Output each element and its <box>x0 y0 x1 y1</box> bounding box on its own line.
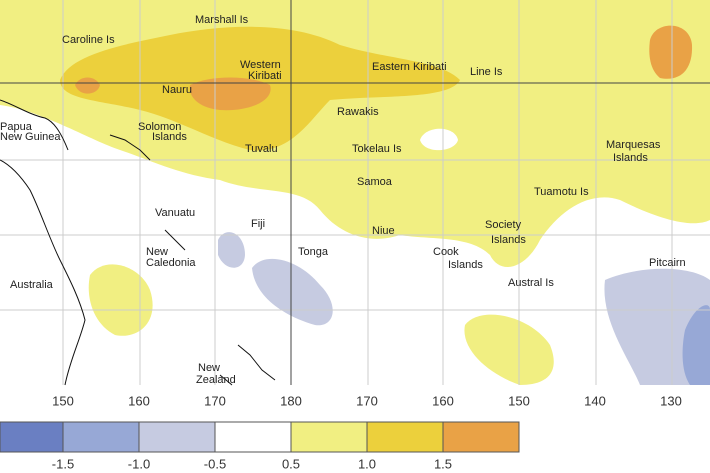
scale-label: -1.0 <box>128 456 150 471</box>
place-label: Islands <box>448 259 483 271</box>
place-label: Western <box>240 59 281 71</box>
longitude-label: 150 <box>508 393 530 408</box>
place-label: Tonga <box>298 246 329 258</box>
longitude-label: 160 <box>432 393 454 408</box>
place-label: Fiji <box>251 218 265 230</box>
scale-label: 1.0 <box>358 456 376 471</box>
place-label: New <box>198 362 220 374</box>
place-label: Samoa <box>357 176 393 188</box>
place-label: Tokelau Is <box>352 143 402 155</box>
place-label: Tuamotu Is <box>534 186 589 198</box>
anomaly-region <box>464 314 554 385</box>
place-label: Islands <box>613 152 648 164</box>
longitude-label: 150 <box>52 393 74 408</box>
anomaly-region <box>252 258 333 326</box>
place-label: Line Is <box>470 66 503 78</box>
longitude-label: 170 <box>204 393 226 408</box>
longitude-label: 140 <box>584 393 606 408</box>
place-label: Vanuatu <box>155 207 195 219</box>
place-label: Marquesas <box>606 139 661 151</box>
place-label: Caledonia <box>146 257 196 269</box>
scale-swatch <box>138 421 216 453</box>
place-label: Caroline Is <box>62 34 115 46</box>
place-label: Australia <box>10 279 54 291</box>
place-label: Marshall Is <box>195 14 249 26</box>
place-label: Rawakis <box>337 106 379 118</box>
scale-swatch <box>442 421 520 453</box>
longitude-label: 180 <box>280 393 302 408</box>
place-label: Solomon <box>138 121 181 133</box>
scale-swatch <box>290 421 368 453</box>
color-scale: -1.5 -1.0 -0.5 0.5 1.0 1.5 <box>0 421 520 471</box>
longitude-label: 160 <box>128 393 150 408</box>
place-label: New <box>146 246 168 258</box>
anomaly-region <box>682 305 710 385</box>
graticule <box>0 0 710 385</box>
place-label: Nauru <box>162 84 192 96</box>
place-label: Islands <box>491 234 526 246</box>
place-label: New Guinea <box>0 131 61 143</box>
longitude-label: 170 <box>356 393 378 408</box>
place-label: Kiribati <box>248 70 282 82</box>
place-label: Cook <box>433 246 459 258</box>
scale-label: 1.5 <box>434 456 452 471</box>
anomaly-region <box>649 25 693 79</box>
scale-swatch <box>0 421 64 453</box>
place-labels: Marshall Is Caroline Is Western Kiribati… <box>0 14 686 386</box>
coastline <box>0 99 276 386</box>
place-label: Pitcairn <box>649 257 686 269</box>
place-label: Islands <box>152 131 187 143</box>
longitude-label: 130 <box>660 393 682 408</box>
scale-swatch <box>366 421 444 453</box>
scale-label: 0.5 <box>282 456 300 471</box>
anomaly-region <box>75 77 100 94</box>
anomaly-region <box>420 128 458 151</box>
place-label: Zealand <box>196 374 236 386</box>
place-label: Papua <box>0 121 33 133</box>
scale-swatch <box>214 421 292 453</box>
anomaly-region <box>189 77 271 111</box>
place-label: Austral Is <box>508 277 554 289</box>
place-label: Tuvalu <box>245 143 278 155</box>
scale-label: -0.5 <box>204 456 226 471</box>
scale-label: -1.5 <box>52 456 74 471</box>
anomaly-region <box>88 264 153 336</box>
map: Marshall Is Caroline Is Western Kiribati… <box>0 0 710 386</box>
place-label: Society <box>485 219 522 231</box>
scale-swatch <box>62 421 140 453</box>
place-label: Eastern Kiribati <box>372 61 447 73</box>
anomaly-region <box>218 232 245 268</box>
longitude-labels: 150 160 170 180 170 160 150 140 130 <box>52 393 682 408</box>
place-label: Niue <box>372 225 395 237</box>
reference-lines <box>0 0 710 385</box>
